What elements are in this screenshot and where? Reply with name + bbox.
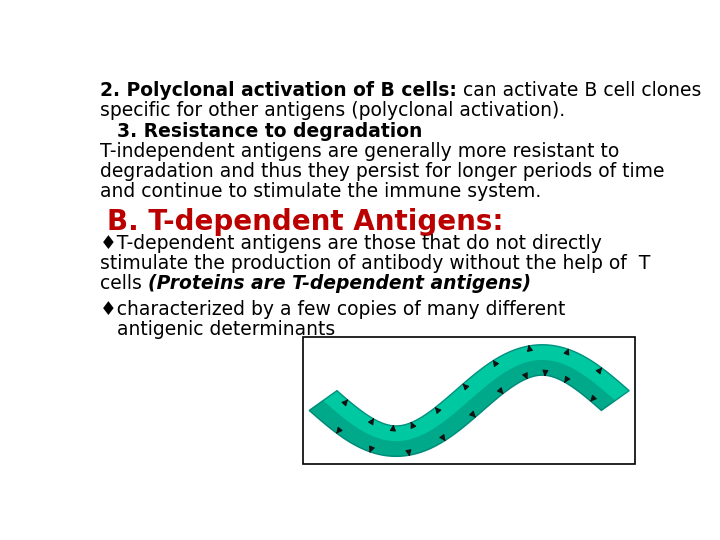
Text: can activate B cell clones: can activate B cell clones [457,82,701,100]
Text: antigenic determinants: antigenic determinants [117,320,335,339]
Text: specific for other antigens (polyclonal activation).: specific for other antigens (polyclonal … [100,102,565,120]
Text: 2. Polyclonal activation of B cells:: 2. Polyclonal activation of B cells: [100,82,457,100]
Text: ♦characterized by a few copies of many different: ♦characterized by a few copies of many d… [100,300,565,319]
Text: cells: cells [100,274,148,293]
Polygon shape [309,360,616,456]
Bar [303,337,635,464]
Text: and continue to stimulate the immune system.: and continue to stimulate the immune sys… [100,181,541,201]
Text: B. T-dependent Antigens:: B. T-dependent Antigens: [107,208,503,237]
Polygon shape [309,345,629,456]
Text: ♦T-dependent antigens are those that do not directly: ♦T-dependent antigens are those that do … [100,234,602,253]
Text: 3. Resistance to degradation: 3. Resistance to degradation [117,122,422,141]
Text: stimulate the production of antibody without the help of  T: stimulate the production of antibody wit… [100,254,650,273]
Text: T-independent antigens are generally more resistant to: T-independent antigens are generally mor… [100,141,619,161]
Text: degradation and thus they persist for longer periods of time: degradation and thus they persist for lo… [100,161,665,181]
Text: (Proteins are T-dependent antigens): (Proteins are T-dependent antigens) [148,274,531,293]
